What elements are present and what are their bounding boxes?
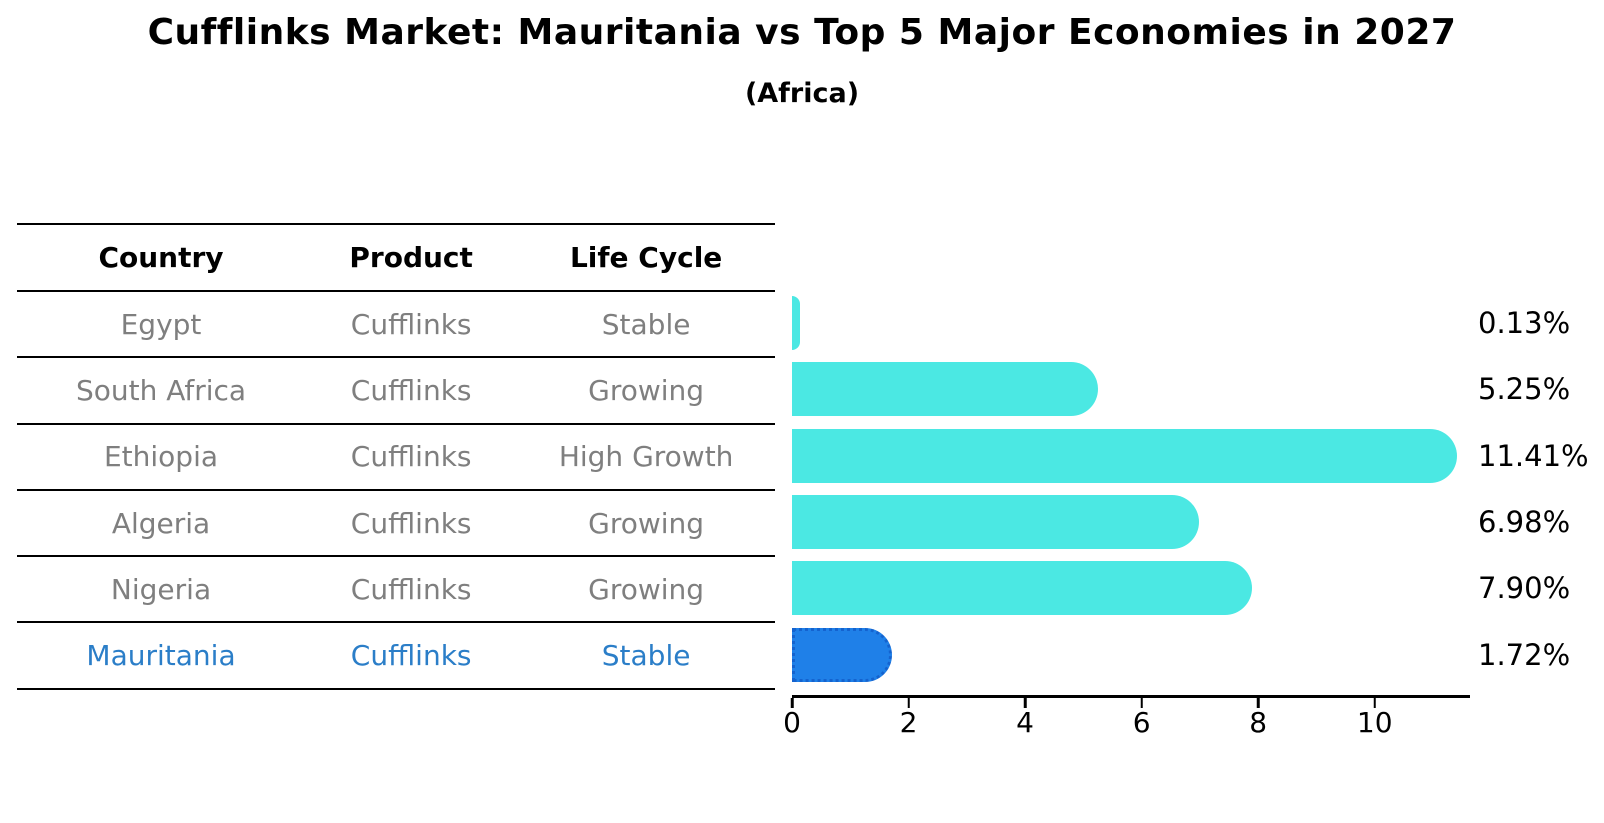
bar-row — [792, 423, 1468, 489]
country-cell: Nigeria — [110, 572, 212, 606]
x-axis-tick-label: 10 — [1356, 706, 1393, 739]
product-cell: Cufflinks — [350, 639, 472, 673]
product-cell: Cufflinks — [350, 506, 472, 540]
product-cell: Cufflinks — [350, 440, 472, 474]
x-axis-tick-label: 8 — [1249, 706, 1268, 739]
table-row: Mauritania Cufflinks Stable — [17, 623, 775, 690]
bar-algeria — [792, 495, 1199, 550]
column-header-product: Product — [349, 241, 473, 274]
country-cell: Egypt — [120, 307, 202, 341]
x-axis-line — [792, 695, 1470, 698]
bar-chart — [792, 290, 1468, 688]
bar-row — [792, 555, 1468, 621]
bar-south-africa — [792, 362, 1098, 417]
value-label-row: 6.98% — [1478, 489, 1604, 555]
value-label: 0.13% — [1478, 306, 1571, 341]
bar-row — [792, 290, 1468, 356]
product-cell: Cufflinks — [350, 572, 472, 606]
value-label-row: 1.72% — [1478, 622, 1604, 688]
x-axis-tick — [1023, 698, 1027, 708]
x-axis-tick-label: 0 — [783, 706, 801, 739]
bar-nigeria — [792, 561, 1253, 616]
product-cell: Cufflinks — [350, 373, 472, 407]
chart-subtitle: (Africa) — [744, 78, 860, 109]
x-axis-tick — [1140, 698, 1143, 708]
value-label: 5.25% — [1478, 372, 1571, 407]
life-cycle-cell: High Growth — [558, 440, 734, 474]
bar-row — [792, 622, 1468, 688]
value-label: 7.90% — [1478, 571, 1571, 606]
life-cycle-cell: Growing — [588, 506, 705, 540]
value-label: 1.72% — [1478, 637, 1571, 672]
value-label-row: 5.25% — [1478, 356, 1604, 422]
x-axis-tick-label: 6 — [1132, 706, 1151, 739]
country-cell: Algeria — [111, 506, 211, 540]
x-axis-tick-label: 2 — [899, 706, 918, 739]
table-row: Algeria Cufflinks Growing — [17, 491, 775, 558]
x-axis-tick — [790, 698, 794, 708]
table-row: Ethiopia Cufflinks High Growth — [17, 425, 775, 491]
table-row: Nigeria Cufflinks Growing — [17, 557, 775, 624]
column-header-country: Country — [98, 241, 224, 274]
bar-ethiopia — [792, 428, 1457, 483]
country-table: Country Product Life Cycle Egypt Cufflink… — [17, 223, 775, 690]
chart-title: Cufflinks Market: Mauritania vs Top 5 Ma… — [147, 12, 1457, 53]
value-label: 11.41% — [1478, 438, 1589, 473]
bar-egypt — [792, 296, 800, 351]
life-cycle-cell: Growing — [588, 373, 705, 407]
value-label: 6.98% — [1478, 505, 1571, 540]
country-cell: Ethiopia — [103, 440, 219, 474]
x-axis-tick — [1373, 698, 1376, 708]
x-axis-tick-label: 4 — [1016, 706, 1035, 739]
column-header-life-cycle: Life Cycle — [569, 241, 723, 274]
bar-row — [792, 356, 1468, 422]
table-row: South Africa Cufflinks Growing — [17, 358, 775, 425]
x-axis-tick — [907, 698, 910, 708]
country-cell: Mauritania — [86, 639, 236, 673]
life-cycle-cell: Growing — [588, 572, 705, 606]
life-cycle-cell: Stable — [601, 307, 691, 341]
value-label-row: 0.13% — [1478, 290, 1604, 356]
value-label-row: 7.90% — [1478, 555, 1604, 621]
product-cell: Cufflinks — [350, 307, 472, 341]
value-labels: 0.13% 5.25% 11.41% 6.98% 7.90% 1.72% — [1478, 290, 1604, 688]
value-label-row: 11.41% — [1478, 423, 1604, 489]
table-header-row: Country Product Life Cycle — [17, 225, 775, 292]
bar-row — [792, 489, 1468, 555]
table-row: Egypt Cufflinks Stable — [17, 292, 775, 359]
life-cycle-cell: Stable — [601, 639, 691, 673]
country-cell: South Africa — [75, 373, 247, 407]
bar-mauritania — [792, 627, 893, 682]
table-body: Egypt Cufflinks Stable South Africa Cufflink… — [17, 292, 775, 690]
x-axis-tick — [1256, 698, 1260, 708]
